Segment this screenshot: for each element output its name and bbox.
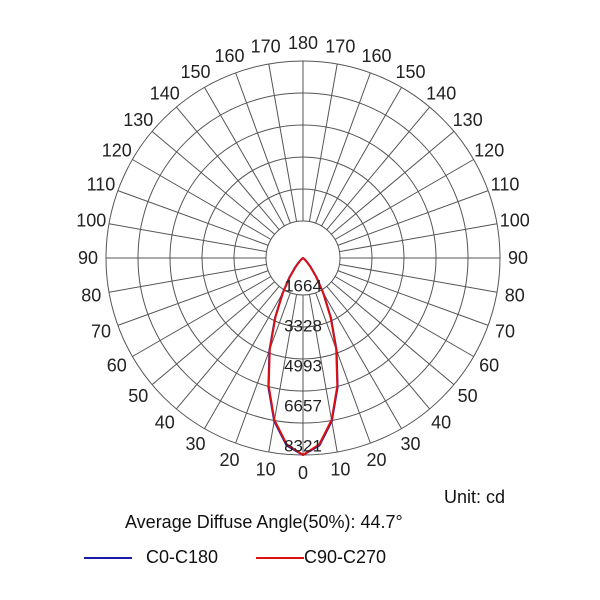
angle-label-80-right: 80 [505,285,525,305]
angle-label-110-left: 110 [87,174,116,194]
spoke-160-left [235,72,291,224]
spoke-160-right [315,72,371,224]
angle-label-170-left: 170 [251,36,281,56]
spoke-100-right [339,223,498,253]
spoke-140-right [326,106,431,230]
spoke-120-left [132,159,272,240]
ring-label-4: 6657 [284,397,322,416]
angle-label-70-left: 70 [91,322,111,342]
angle-label-40-left: 40 [155,413,175,433]
spoke-50-right [331,281,455,386]
spoke-70-left [117,270,269,326]
angle-label-30-left: 30 [185,434,205,454]
angle-label-180-right: 180 [288,33,318,53]
angle-label-160-left: 160 [214,46,244,66]
spoke-20-right [315,292,371,444]
angle-label-130-left: 130 [123,110,153,130]
spoke-120-right [334,159,474,240]
angle-label-50-right: 50 [458,386,478,406]
spoke-50-left [151,281,275,386]
legend-swatch-c0-c180 [84,557,132,559]
angle-label-70-right: 70 [495,322,515,342]
spoke-10-left [268,294,298,453]
ring-label-2: 3328 [284,317,322,336]
ring-label-5: 8321 [284,437,322,456]
spoke-40-right [326,286,431,410]
angle-label-160-right: 160 [362,46,392,66]
spoke-110-left [117,190,269,246]
angle-label-10-right: 10 [330,460,350,480]
spoke-140-left [175,106,280,230]
angle-label-100-left: 100 [76,211,106,231]
spoke-130-right [331,130,455,235]
angle-label-100-right: 100 [500,211,530,231]
angle-label-120-left: 120 [102,141,132,161]
legend-swatch-c90-c270 [256,557,304,559]
angle-label-110-right: 110 [491,174,520,194]
spoke-30-right [321,289,402,429]
angle-label-170-right: 170 [325,36,355,56]
spoke-130-left [151,130,275,235]
angle-label-30-right: 30 [400,434,420,454]
angle-label-90-right: 90 [508,248,528,268]
diffuse-angle-label: Average Diffuse Angle(50%): 44.7° [125,512,403,532]
angle-label-80-left: 80 [81,285,101,305]
angle-label-20-left: 20 [219,450,239,470]
angle-label-60-right: 60 [479,356,499,376]
spoke-100-left [108,223,267,253]
spoke-60-right [334,276,474,357]
angle-label-40-right: 40 [431,413,451,433]
curve-c90-c270 [267,257,339,456]
spoke-70-right [337,270,489,326]
spoke-20-left [235,292,291,444]
angle-label-60-left: 60 [107,356,127,376]
polar-grid [105,60,501,456]
angle-label-150-left: 150 [180,62,210,82]
spoke-150-right [321,87,402,227]
angle-label-90-left: 90 [78,248,98,268]
angle-label-50-left: 50 [128,386,148,406]
unit-label: Unit: cd [444,487,506,507]
spoke-10-right [308,294,338,453]
spoke-80-left [108,263,267,293]
legend-label-c0-c180: C0-C180 [146,547,219,567]
spoke-30-left [204,289,285,429]
spoke-60-left [132,276,272,357]
ring-label-3: 4993 [284,357,322,376]
ring-label-1: 1664 [284,277,322,296]
spoke-170-right [308,63,338,222]
angle-label-120-right: 120 [474,141,504,161]
intensity-curves [267,257,339,456]
spoke-40-left [175,286,280,410]
spoke-80-right [339,263,498,293]
angle-label-150-right: 150 [395,62,425,82]
angle-label-140-right: 140 [426,83,456,103]
spoke-150-left [204,87,285,227]
legend-label-c90-c270: C90-C270 [304,547,387,567]
angle-label-0-right: 0 [298,463,308,483]
angle-label-140-left: 140 [150,83,180,103]
angle-label-10-left: 10 [256,460,276,480]
angle-label-130-right: 130 [453,110,483,130]
angle-label-20-right: 20 [367,450,387,470]
spoke-110-right [337,190,489,246]
spoke-170-left [268,63,298,222]
ring-labels: 1664 3328 4993 6657 8321 [284,277,322,456]
